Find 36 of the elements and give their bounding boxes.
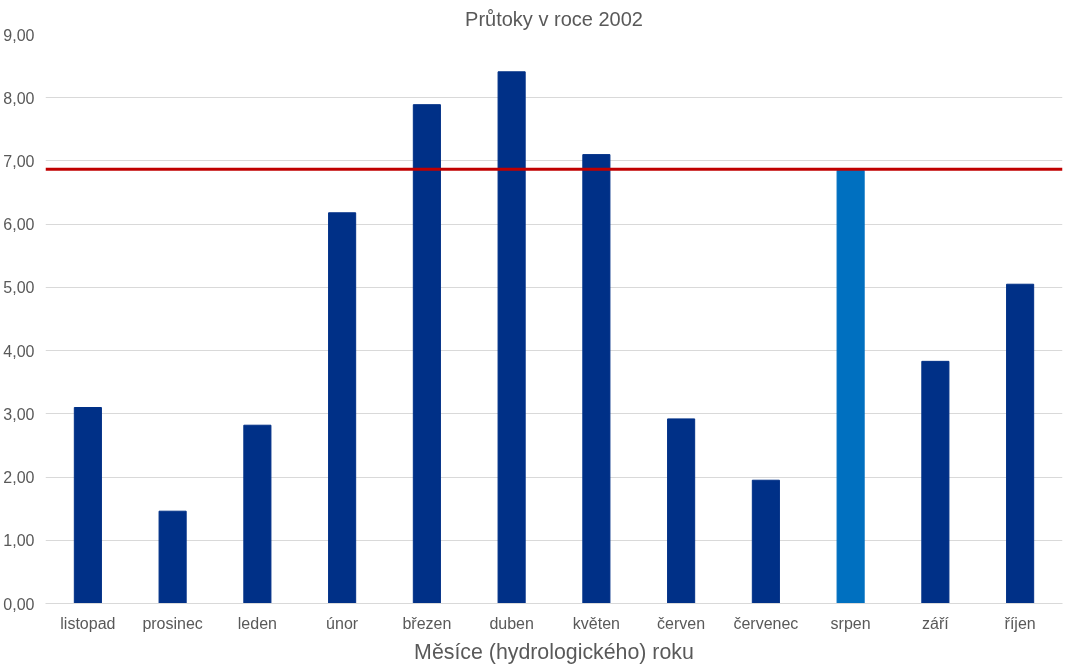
bar: [73, 407, 102, 604]
x-tick-label: únor: [326, 614, 359, 632]
y-tick-label: 4,00: [3, 342, 35, 360]
y-tick-label: 0,00: [3, 595, 35, 613]
x-tick-label: září: [922, 614, 950, 632]
bar: [667, 418, 696, 604]
bar: [921, 360, 950, 604]
x-tick-label: červen: [657, 614, 706, 632]
bar: [1006, 283, 1035, 604]
x-tick-label: říjen: [1004, 614, 1036, 632]
chart-title: Průtoky v roce 2002: [465, 7, 643, 30]
x-tick-label: srpen: [830, 614, 871, 632]
x-tick-label: prosinec: [142, 614, 203, 632]
y-tick-label: 8,00: [3, 89, 35, 107]
y-tick-label: 7,00: [3, 152, 35, 170]
x-tick-label: červenec: [733, 614, 799, 632]
bar: [412, 104, 441, 604]
y-tick-label: 6,00: [3, 216, 35, 234]
bar: [751, 479, 780, 604]
x-tick-label: květen: [572, 614, 620, 632]
y-tick-label: 9,00: [3, 26, 35, 44]
y-tick-label: 1,00: [3, 532, 35, 550]
x-tick-label: listopad: [60, 614, 116, 632]
y-tick-label: 3,00: [3, 405, 35, 423]
x-axis-title: Měsíce (hydrologického) roku: [414, 639, 694, 664]
x-tick-label: březen: [402, 614, 452, 632]
bar: [243, 424, 272, 604]
bar: [497, 71, 526, 604]
bar: [158, 510, 187, 604]
y-tick-label: 2,00: [3, 469, 35, 487]
y-tick-label: 5,00: [3, 279, 35, 297]
x-tick-label: leden: [237, 614, 277, 632]
bar: [836, 169, 865, 604]
bar: [328, 212, 357, 604]
bar: [582, 154, 611, 604]
x-tick-label: duben: [489, 614, 534, 632]
